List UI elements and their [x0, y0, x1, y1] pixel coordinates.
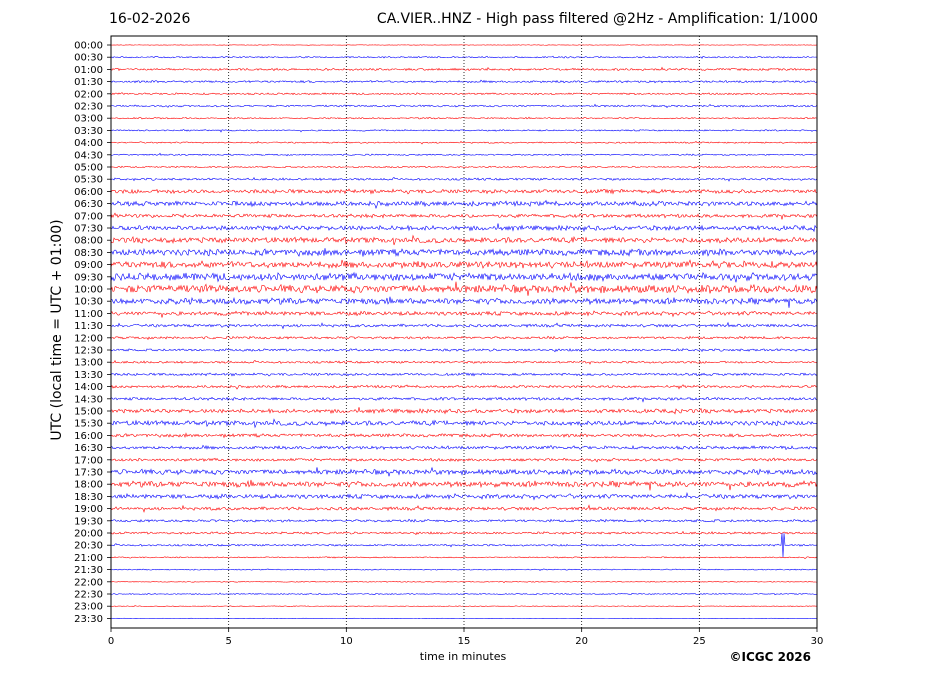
y-tick-label: 20:00	[74, 529, 103, 540]
y-tick-label: 02:00	[74, 89, 103, 100]
y-tick-label: 22:30	[74, 590, 103, 601]
y-tick-label: 15:00	[74, 407, 103, 418]
trace-0500	[110, 165, 818, 169]
chart-date: 16-02-2026	[109, 11, 191, 27]
y-tick-label: 19:00	[74, 504, 103, 515]
y-tick-label: 23:30	[74, 614, 103, 625]
y-tick-label: 08:00	[74, 236, 103, 247]
x-tick-label: 0	[108, 636, 114, 647]
trace-0730	[110, 223, 818, 233]
x-axis-label: time in minutes	[419, 650, 507, 663]
trace-0830	[110, 247, 818, 257]
trace-1630	[110, 444, 818, 451]
x-axis-ticks: 0 5 10 15 20 25 30	[108, 628, 824, 647]
trace-group	[110, 44, 818, 619]
trace-1300	[110, 359, 818, 365]
y-tick-label: 02:30	[74, 102, 103, 113]
y-tick-label: 09:00	[74, 260, 103, 271]
y-tick-label: 16:00	[74, 431, 103, 442]
y-tick-label: 16:30	[74, 443, 103, 454]
y-tick-label: 18:30	[74, 492, 103, 503]
trace-0800	[110, 234, 818, 246]
y-tick-label: 00:00	[74, 41, 103, 52]
trace-1130	[110, 321, 818, 330]
y-tick-label: 04:30	[74, 150, 103, 161]
trace-1000	[110, 281, 818, 296]
trace-1330	[110, 372, 818, 377]
y-tick-label: 03:00	[74, 114, 103, 125]
x-tick-label: 30	[811, 636, 824, 647]
chart-title: CA.VIER..HNZ - High pass filtered @2Hz -…	[376, 11, 818, 27]
y-tick-label: 12:30	[74, 346, 103, 357]
y-tick-label: 05:30	[74, 175, 103, 186]
trace-2100	[110, 556, 818, 559]
y-tick-label: 12:00	[74, 333, 103, 344]
y-tick-label: 14:00	[74, 382, 103, 393]
trace-1930	[110, 518, 818, 523]
trace-1430	[110, 396, 818, 403]
y-tick-label: 14:30	[74, 394, 103, 405]
trace-0600	[110, 188, 818, 195]
trace-1100	[110, 310, 818, 318]
y-tick-label: 04:00	[74, 138, 103, 149]
x-tick-label: 5	[225, 636, 231, 647]
trace-0330	[110, 129, 818, 133]
y-tick-label: 19:30	[74, 516, 103, 527]
grid-lines	[228, 36, 700, 628]
y-tick-label: 01:30	[74, 77, 103, 88]
y-tick-label: 11:30	[74, 321, 103, 332]
trace-0400	[110, 140, 818, 145]
y-tick-label: 07:30	[74, 224, 103, 235]
trace-2030	[110, 533, 818, 558]
y-tick-label: 08:30	[74, 248, 103, 259]
plot-frame	[110, 35, 818, 629]
y-tick-label: 07:00	[74, 211, 103, 222]
y-tick-label: 06:30	[74, 199, 103, 210]
x-tick-label: 25	[693, 636, 706, 647]
trace-2000	[110, 530, 818, 536]
y-tick-label: 20:30	[74, 541, 103, 552]
trace-1800	[110, 479, 818, 491]
y-tick-label: 13:30	[74, 370, 103, 381]
trace-0530	[110, 176, 818, 182]
y-tick-label: 01:00	[74, 65, 103, 76]
y-tick-label: 22:00	[74, 577, 103, 588]
y-tick-label: 18:00	[74, 480, 103, 491]
copyright-label: ©ICGC 2026	[729, 650, 811, 664]
y-tick-label: 17:00	[74, 455, 103, 466]
y-tick-label: 10:30	[74, 297, 103, 308]
x-tick-label: 20	[575, 636, 588, 647]
y-tick-label: 15:30	[74, 419, 103, 430]
y-tick-label: 11:00	[74, 309, 103, 320]
trace-0630	[110, 199, 818, 210]
trace-1230	[110, 348, 818, 353]
y-tick-label: 23:00	[74, 602, 103, 613]
y-tick-label: 17:30	[74, 468, 103, 479]
trace-0230	[110, 103, 818, 109]
x-tick-label: 15	[458, 636, 471, 647]
y-tick-label: 21:00	[74, 553, 103, 564]
y-tick-label: 09:30	[74, 272, 103, 283]
y-tick-label: 03:30	[74, 126, 103, 137]
y-tick-label: 10:00	[74, 285, 103, 296]
trace-0430	[110, 152, 818, 157]
y-tick-label: 13:00	[74, 358, 103, 369]
x-tick-label: 10	[340, 636, 353, 647]
trace-1400	[110, 384, 818, 390]
y-tick-label: 21:30	[74, 565, 103, 576]
y-tick-label: 06:00	[74, 187, 103, 198]
y-tick-label: 05:00	[74, 163, 103, 174]
y-tick-label: 00:30	[74, 53, 103, 64]
trace-0930	[110, 271, 818, 283]
